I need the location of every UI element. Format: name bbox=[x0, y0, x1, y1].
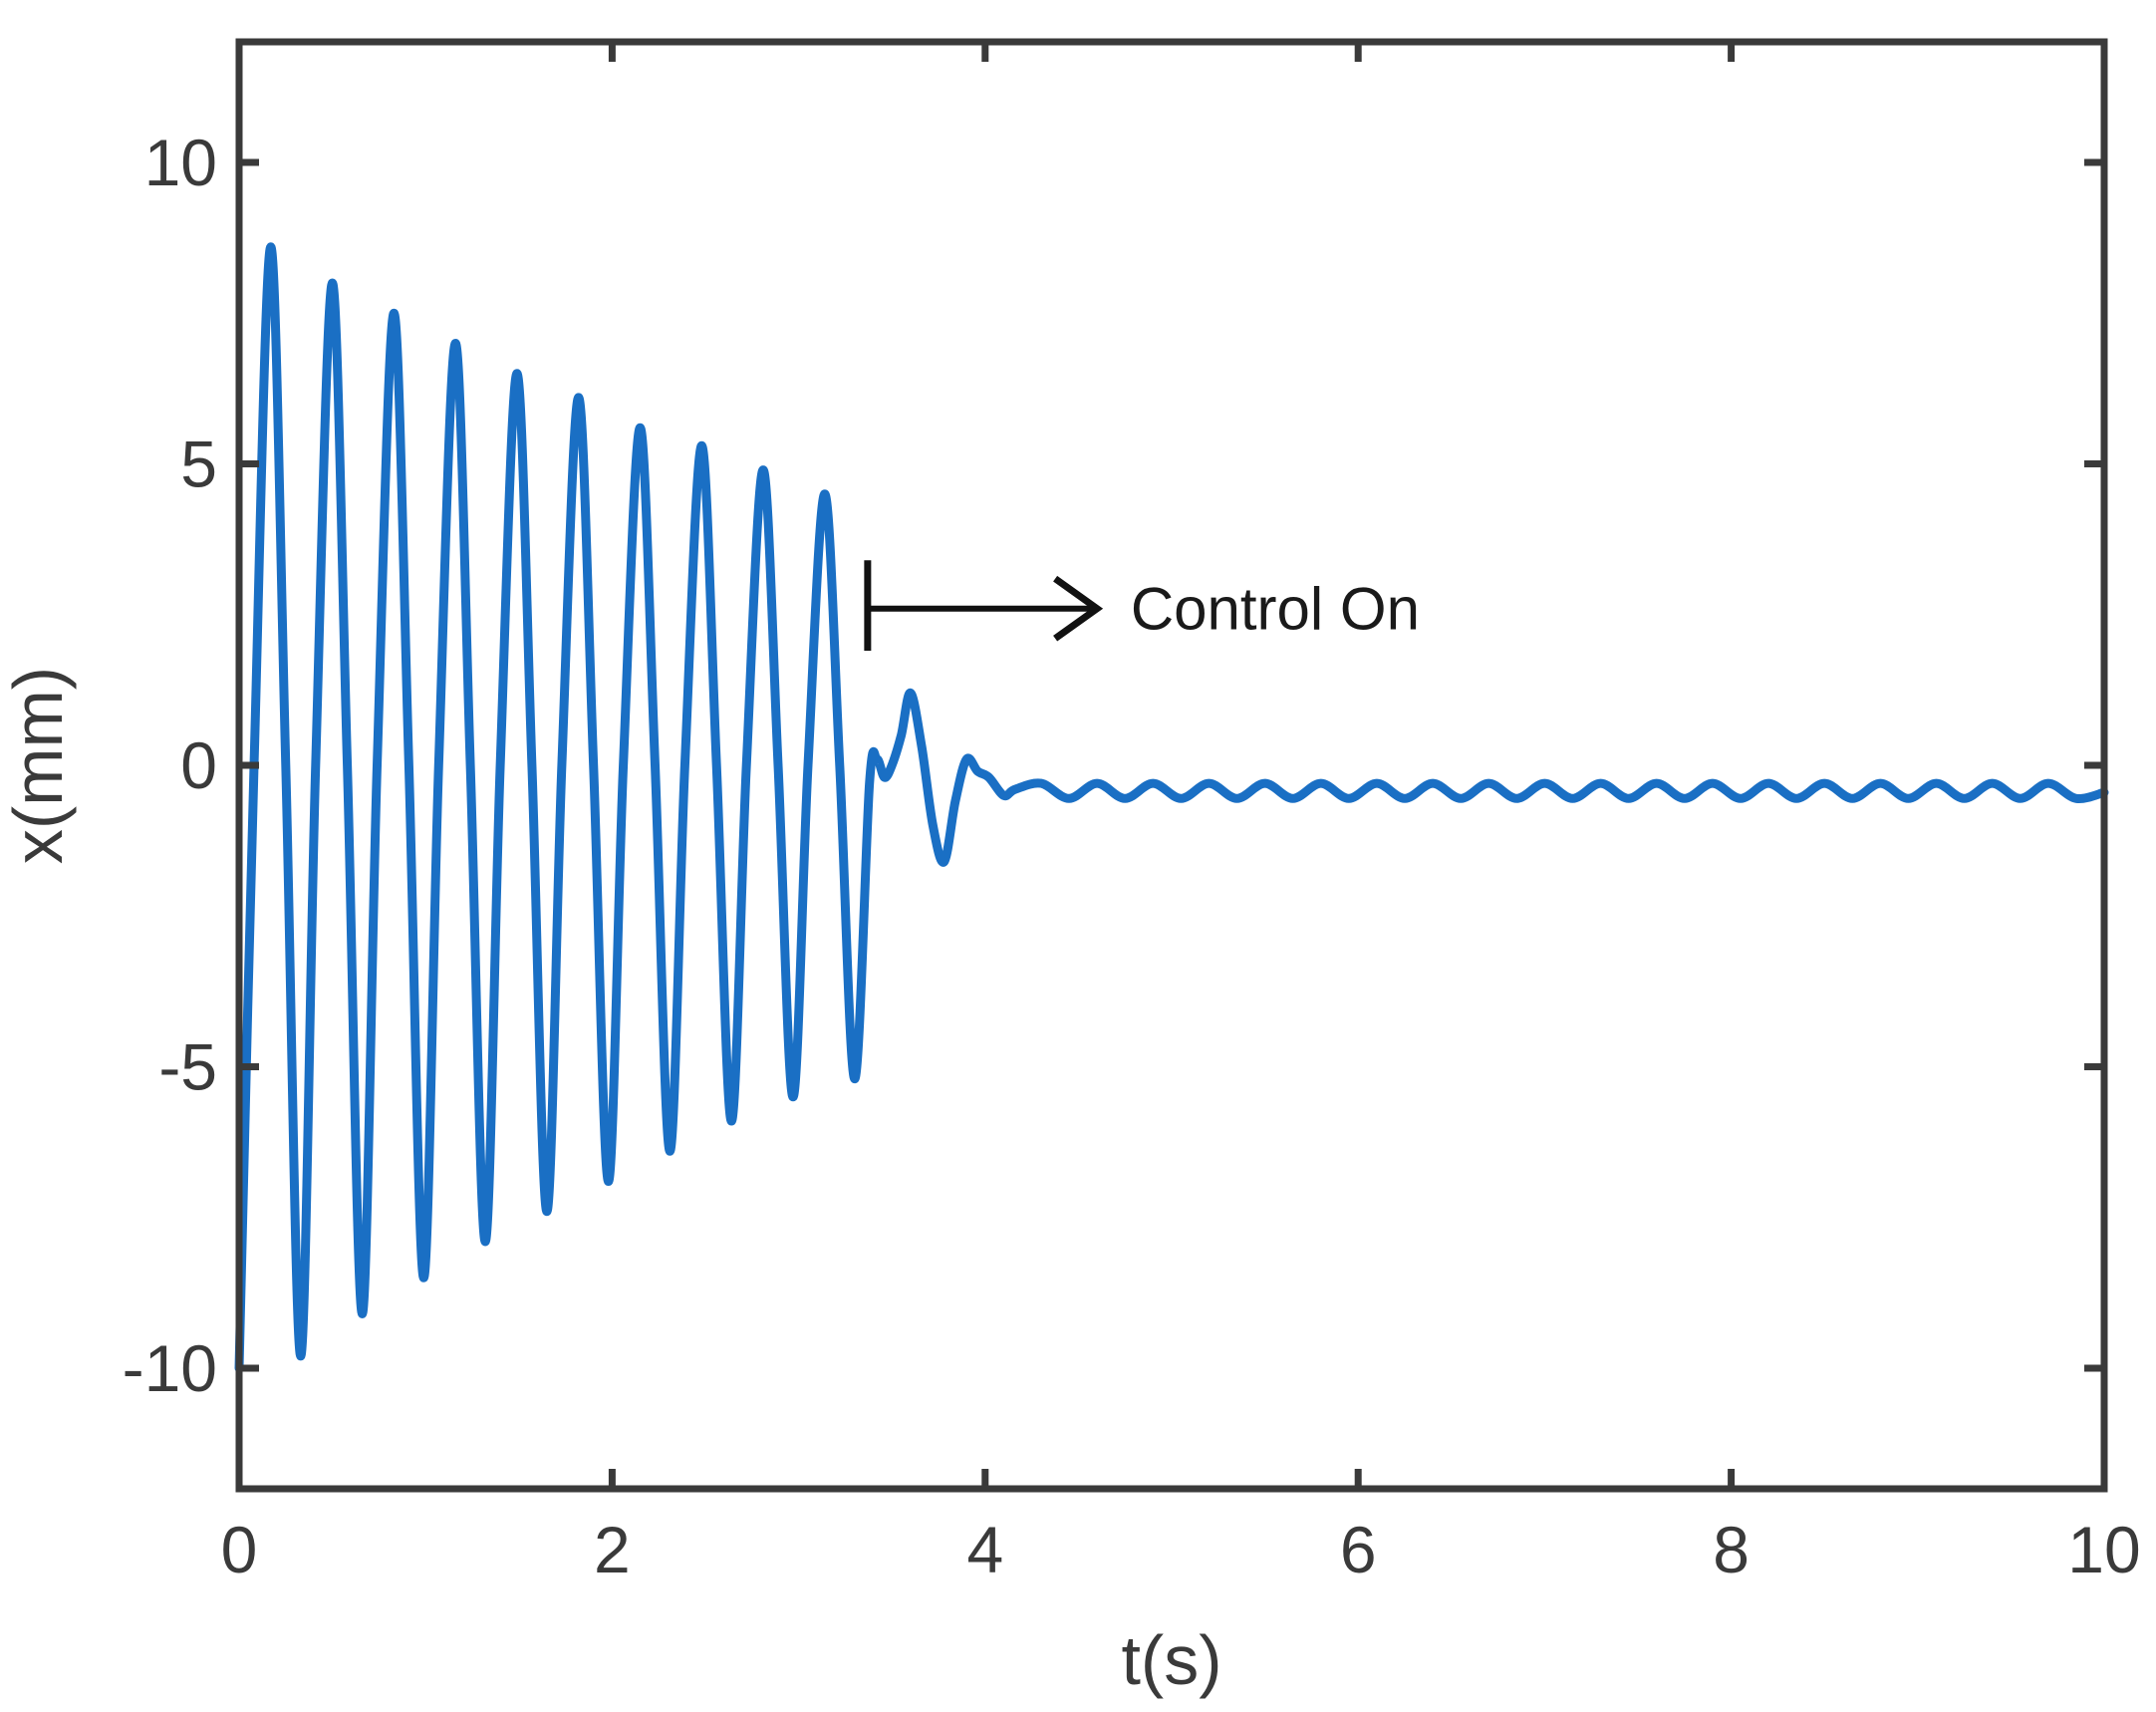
plot-area bbox=[234, 242, 2109, 1373]
x-axis-title: t(s) bbox=[1121, 1621, 1221, 1699]
x-tick-label: 0 bbox=[221, 1513, 258, 1586]
x-tick-label: 2 bbox=[594, 1513, 631, 1586]
y-tick-label: 0 bbox=[180, 728, 217, 802]
y-tick-label: -10 bbox=[123, 1331, 217, 1405]
x-tick-label: 4 bbox=[966, 1513, 1003, 1586]
y-axis-title: x(mm) bbox=[0, 667, 77, 864]
x-tick-label: 10 bbox=[2067, 1513, 2140, 1586]
y-tick-label: 5 bbox=[180, 428, 217, 501]
annotation-label: Control On bbox=[1131, 576, 1420, 643]
y-tick-label: 10 bbox=[144, 126, 217, 199]
x-tick-label: 6 bbox=[1340, 1513, 1377, 1586]
annotation: Control On bbox=[864, 560, 1420, 652]
series-line bbox=[234, 242, 2109, 1373]
x-tick-label: 8 bbox=[1713, 1513, 1750, 1586]
y-tick-label: -5 bbox=[158, 1030, 217, 1104]
ticks: 0 2 4 6 8 10 -10 -5 0 5 10 bbox=[123, 42, 2141, 1586]
control-on-arrow-head bbox=[1053, 575, 1104, 642]
